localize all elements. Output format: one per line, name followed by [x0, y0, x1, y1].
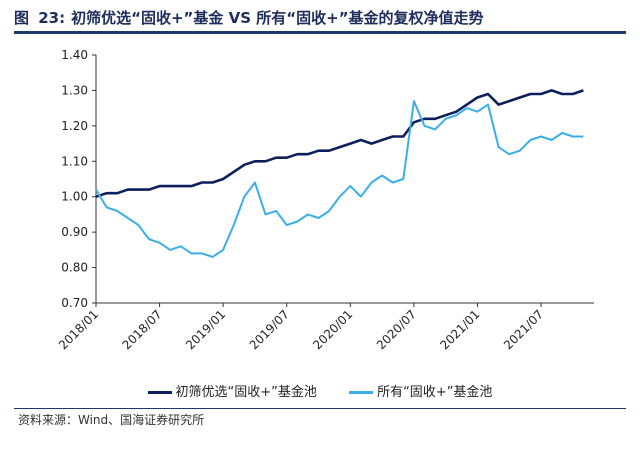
legend-swatch-series-2: [349, 391, 374, 394]
source-note-bar: 资料来源：Wind、国海证券研究所: [14, 408, 626, 431]
y-tick-label: 1.40: [61, 48, 88, 62]
figure-label: 图: [14, 9, 30, 27]
y-tick-label: 1.30: [61, 83, 88, 97]
legend-swatch-series-1: [147, 391, 172, 394]
x-tick-label: 2018/01: [56, 307, 101, 352]
figure-title-text: 初筛优选“固收+”基金 VS 所有“固收+”基金的复权净值走势: [71, 9, 484, 27]
chart-axes: 0.70 0.80 0.90 1.00 1.10 1.20 1.30 1.40 2018/01 2…: [56, 48, 594, 352]
legend-item-series-1: 初筛优选“固收+”基金池: [147, 381, 317, 400]
y-tick-label: 1.00: [61, 190, 88, 204]
legend-label-series-1: 初筛优选“固收+”基金池: [175, 385, 317, 400]
y-tick-label: 1.10: [61, 154, 88, 168]
x-tick-label: 2020/07: [374, 307, 419, 352]
figure-number: 23:: [38, 9, 66, 27]
y-tick-label: 0.90: [61, 225, 88, 239]
figure-title: 图 23: 初筛优选“固收+”基金 VS 所有“固收+”基金的复权净值走势: [14, 6, 626, 30]
x-tick-label: 2021/01: [437, 307, 482, 352]
x-tick-label: 2021/07: [501, 307, 546, 352]
legend-label-series-2: 所有“固收+”基金池: [377, 385, 493, 400]
x-tick-label: 2020/01: [310, 307, 355, 352]
figure-title-bar: 图 23: 初筛优选“固收+”基金 VS 所有“固收+”基金的复权净值走势: [14, 6, 626, 34]
y-tick-label: 0.70: [61, 296, 88, 310]
series-line-2: [95, 100, 584, 258]
y-tick-label: 1.20: [61, 119, 88, 133]
x-tick-label: 2018/07: [120, 307, 165, 352]
chart-series-layer: [95, 89, 584, 258]
x-tick-label: 2019/01: [183, 307, 228, 352]
x-tick-label: 2019/07: [247, 307, 292, 352]
y-tick-label: 0.80: [61, 261, 88, 275]
chart-legend: 初筛优选“固收+”基金池 所有“固收+”基金池: [0, 381, 640, 400]
legend-item-series-2: 所有“固收+”基金池: [349, 381, 492, 400]
series-line-1: [95, 89, 584, 198]
source-note: 资料来源：Wind、国海证券研究所: [18, 413, 205, 427]
